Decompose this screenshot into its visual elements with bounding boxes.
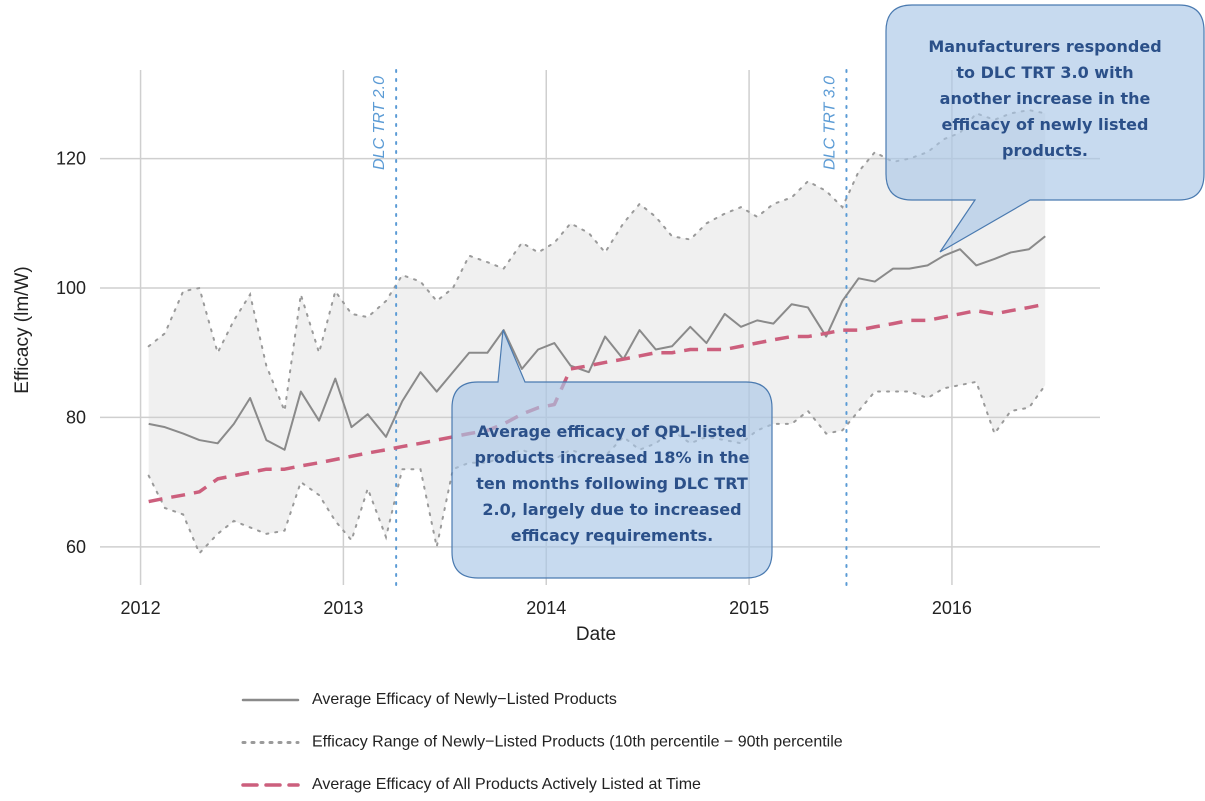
callout-text: 2.0, largely due to increased: [482, 500, 741, 519]
range-band: [148, 110, 1046, 554]
y-tick-label: 100: [56, 278, 86, 298]
range-line: [147, 380, 1047, 556]
y-tick-label: 80: [66, 407, 86, 427]
callout-text: to DLC TRT 3.0 with: [956, 63, 1133, 82]
callout-text: products increased 18% in the: [475, 448, 750, 467]
callout-text: efficacy requirements.: [511, 526, 713, 545]
callout-box: [885, 4, 1205, 253]
y-axis-title: Efficacy (lm/W): [12, 266, 33, 393]
legend-label: Average Efficacy of All Products Activel…: [312, 776, 701, 793]
plot-area: 60 80 100 120 2012 2013 2014 2015 2016 DLC TRT 2.…: [56, 69, 1100, 618]
x-tick-label: 2012: [121, 598, 161, 618]
callout-text: efficacy of newly listed: [942, 115, 1149, 134]
series-line: [148, 235, 1046, 451]
y-tick-label: 120: [56, 149, 86, 169]
callout-text: Manufacturers responded: [928, 37, 1161, 56]
legend-label: Average Efficacy of Newly−Listed Product…: [312, 691, 617, 708]
callout-text: Average efficacy of QPL-listed: [477, 422, 747, 441]
series-line: [148, 302, 1046, 504]
callout-text: ten months following DLC TRT: [476, 474, 748, 493]
x-tick-label: 2013: [323, 598, 363, 618]
y-tick-label: 60: [66, 537, 86, 557]
x-axis-title: Date: [576, 624, 616, 645]
x-tick-label: 2016: [932, 598, 972, 618]
callout-text: another increase in the: [940, 89, 1151, 108]
event-label: DLC TRT 2.0: [371, 76, 388, 170]
event-label: DLC TRT 3.0: [821, 76, 838, 170]
callout-text: products.: [1002, 141, 1088, 160]
x-tick-label: 2014: [526, 598, 566, 618]
legend-label: Efficacy Range of Newly−Listed Products …: [312, 734, 843, 751]
legend: Average Efficacy of Newly−Listed Product…: [241, 691, 843, 793]
callouts: [451, 4, 1205, 579]
callout-box: [451, 329, 773, 579]
x-tick-label: 2015: [729, 598, 769, 618]
